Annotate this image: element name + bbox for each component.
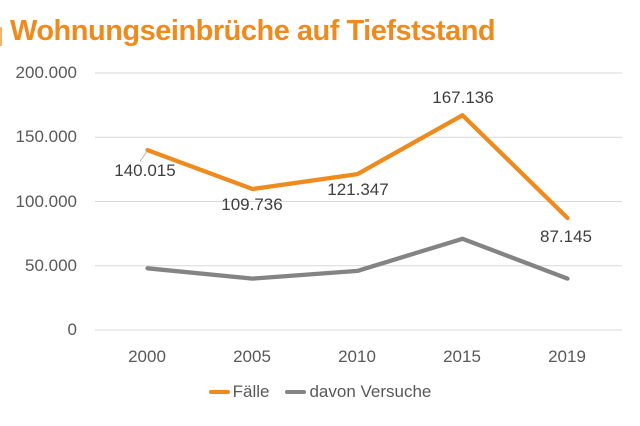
series-line-davon-versuche [145,236,570,281]
legend: Fälle davon Versuche [0,382,640,402]
y-axis-tick-label: 200.000 [15,63,77,82]
y-axis-tick-label: 50.000 [25,256,77,275]
legend-label: Fälle [232,382,270,401]
y-axis-tick-label: 0 [67,320,77,339]
line-swatch-icon [208,390,230,394]
legend-item-davon-versuche: davon Versuche [285,382,431,402]
data-label: 167.136 [432,88,494,107]
chart-title: Wohnungseinbrüche auf Tiefststand [10,15,496,47]
x-axis-tick-label: 2000 [128,347,166,366]
data-label: 109.736 [221,195,283,214]
data-label: 121.347 [327,180,389,199]
x-axis-tick-label: 2019 [548,347,586,366]
x-axis-tick-label: 2010 [338,347,376,366]
y-axis-tick-label: 100.000 [15,192,77,211]
legend-item-faelle: Fälle [208,382,270,402]
y-axis-tick-label: 150.000 [15,127,77,146]
label-leader-line [139,151,147,162]
line-swatch-icon [285,390,307,394]
x-axis-tick-label: 2015 [443,347,481,366]
cropped-glyph-fragment [0,27,2,46]
series-line-fälle [145,113,570,221]
data-label: 140.015 [114,161,176,180]
x-axis-tick-label: 2005 [233,347,271,366]
legend-label: davon Versuche [309,382,432,401]
data-label: 87.145 [540,227,592,246]
